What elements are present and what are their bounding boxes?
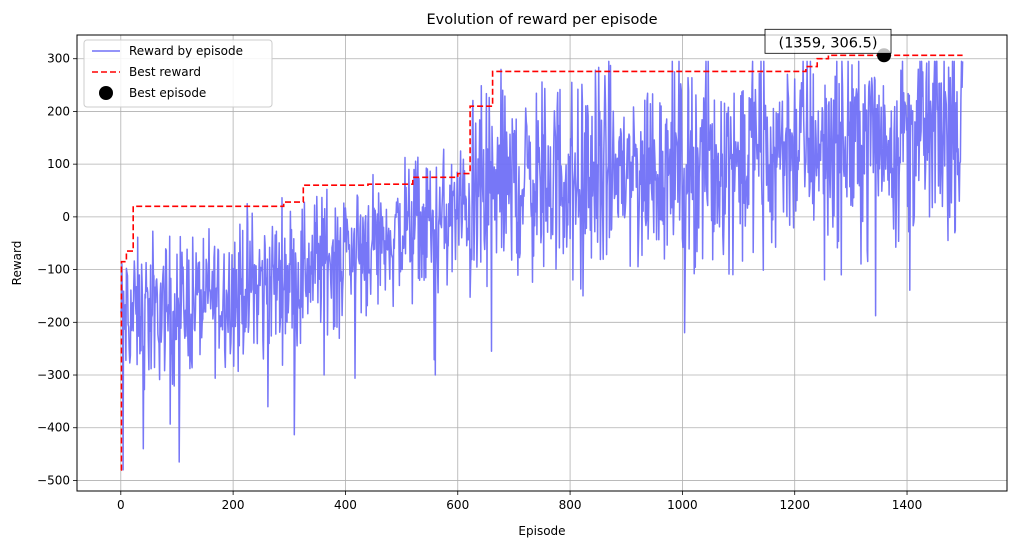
- reward-series: [120, 60, 964, 471]
- y-tick-label: −200: [37, 315, 70, 329]
- y-tick-label: −100: [37, 263, 70, 277]
- x-tick-label: 600: [446, 498, 469, 512]
- legend-label-best-reward: Best reward: [129, 65, 201, 79]
- best-episode-annotation: (1359, 306.5): [764, 28, 892, 54]
- x-tick-label: 1200: [779, 498, 810, 512]
- legend-label-best-episode: Best episode: [129, 86, 206, 100]
- y-tick-label: 100: [47, 157, 70, 171]
- x-axis-title: Episode: [518, 524, 565, 538]
- annotation-box: [764, 28, 892, 54]
- y-axis-title: Reward: [10, 241, 24, 286]
- plot-area-frame: [76, 34, 1008, 492]
- legend: Reward by episode Best reward Best episo…: [83, 39, 273, 108]
- x-tick-label: 1400: [892, 498, 923, 512]
- legend-swatch-best-episode: [99, 86, 113, 100]
- legend-label-reward: Reward by episode: [129, 44, 243, 58]
- annotation-label: (1359, 306.5): [779, 35, 878, 51]
- best-reward-line: [120, 54, 963, 471]
- chart-title: Evolution of reward per episode: [426, 12, 657, 28]
- axis-ticks: 0 200 400 600 800 1000 1200 1400−500−400−300−20…: [37, 52, 922, 512]
- x-tick-label: 200: [222, 498, 245, 512]
- x-tick-label: 800: [559, 498, 582, 512]
- y-tick-label: 300: [47, 52, 70, 66]
- x-tick-label: 400: [334, 498, 357, 512]
- best-reward-series: [120, 54, 963, 471]
- y-tick-label: −400: [37, 421, 70, 435]
- y-tick-label: 0: [62, 210, 70, 224]
- legend-box: [83, 39, 273, 108]
- y-tick-label: −500: [37, 473, 70, 487]
- y-tick-label: 200: [47, 104, 70, 118]
- x-tick-label: 1000: [667, 498, 698, 512]
- x-tick-label: 0: [117, 498, 125, 512]
- y-tick-label: −300: [37, 368, 70, 382]
- reward-line: [120, 60, 964, 471]
